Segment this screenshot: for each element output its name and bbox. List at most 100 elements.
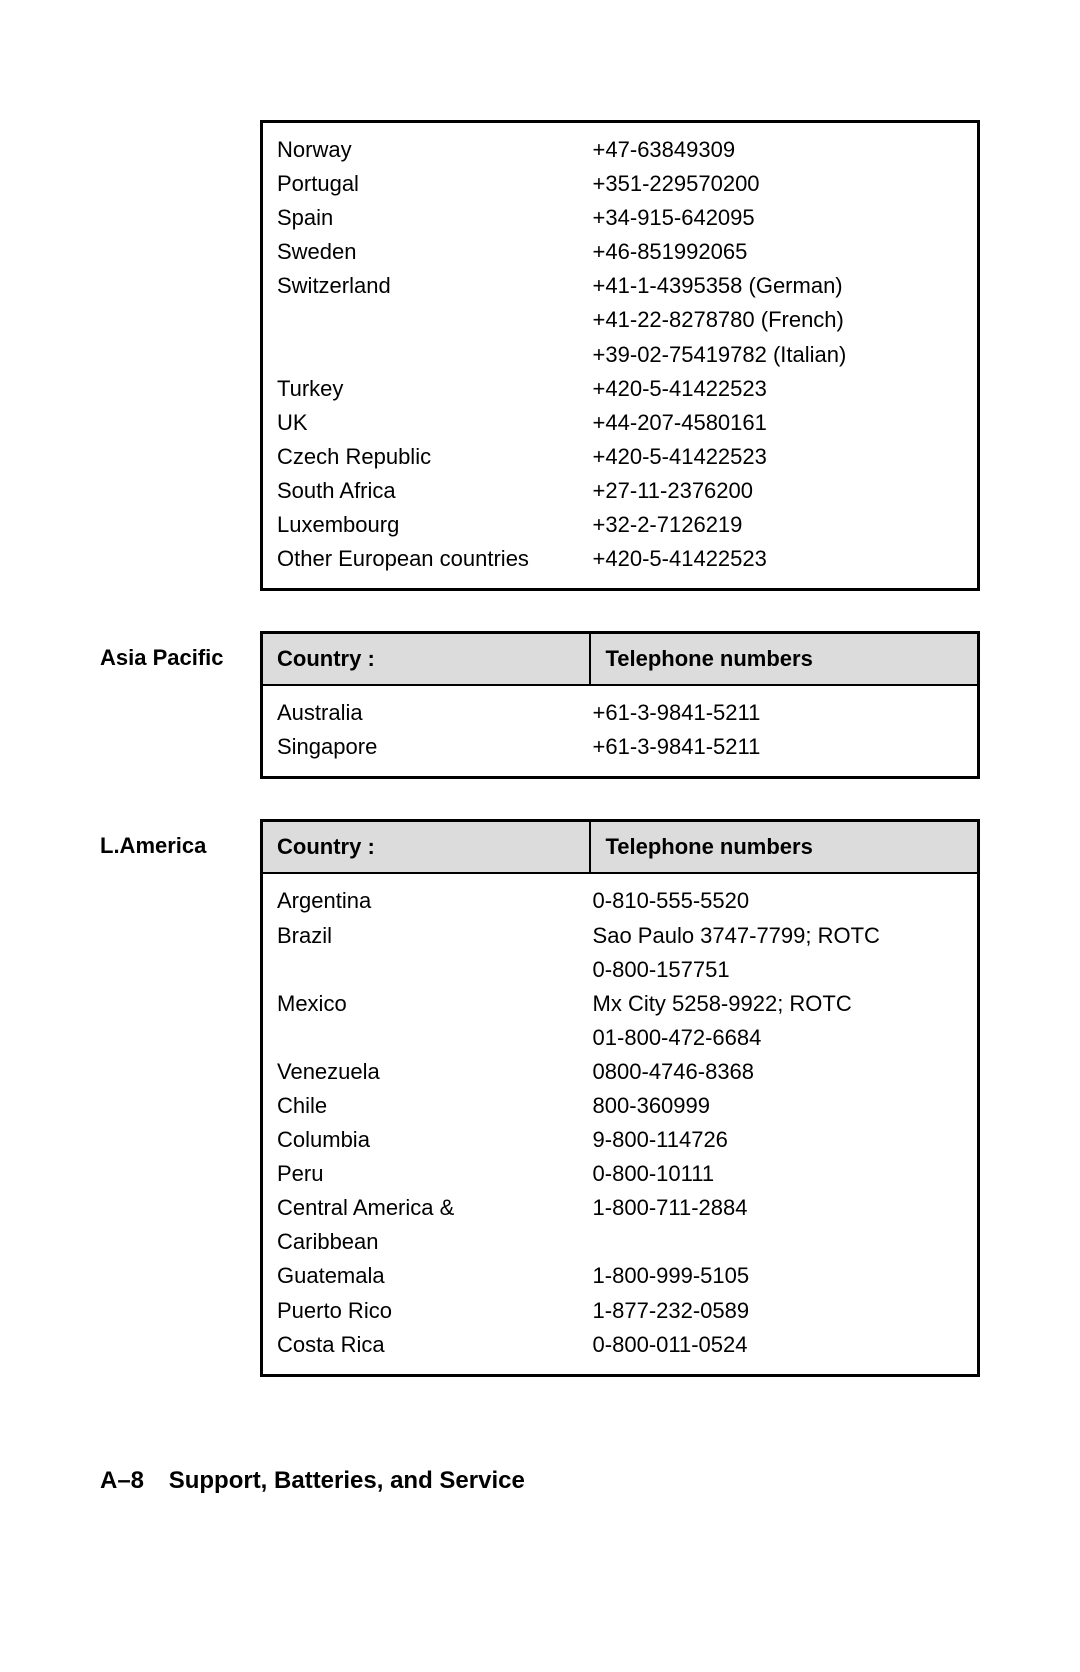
table-header-row: Country : Telephone numbers	[263, 634, 977, 686]
cell-country: Caribbean	[277, 1225, 593, 1259]
page-number: A–8	[100, 1467, 144, 1494]
section-lamerica: L.America Country : Telephone numbers Ar…	[100, 819, 980, 1376]
table-row: Singapore+61-3-9841-5211	[277, 730, 963, 764]
cell-country: Singapore	[277, 730, 593, 764]
cell-phone: +34-915-642095	[593, 201, 963, 235]
cell-country: Costa Rica	[277, 1328, 593, 1362]
cell-country	[277, 338, 593, 372]
table-europe-cont: Norway+47-63849309Portugal+351-229570200…	[260, 120, 980, 591]
cell-phone: +420-5-41422523	[593, 372, 963, 406]
cell-phone: +351-229570200	[593, 167, 963, 201]
cell-phone: +39-02-75419782 (Italian)	[593, 338, 963, 372]
table-lamerica: Country : Telephone numbers Argentina0-8…	[260, 819, 980, 1376]
cell-phone: +61-3-9841-5211	[593, 730, 963, 764]
cell-country: Other European countries	[277, 542, 593, 576]
table-row: Luxembourg+32-2-7126219	[277, 508, 963, 542]
document-page: Norway+47-63849309Portugal+351-229570200…	[0, 0, 1080, 1555]
cell-country: Argentina	[277, 884, 593, 918]
table-row: UK+44-207-4580161	[277, 406, 963, 440]
cell-country	[277, 303, 593, 337]
cell-country: Australia	[277, 696, 593, 730]
cell-country: Central America &	[277, 1191, 593, 1225]
cell-country: Luxembourg	[277, 508, 593, 542]
cell-phone: 0-800-011-0524	[593, 1328, 963, 1362]
cell-phone: 1-800-711-2884	[593, 1191, 963, 1225]
table-row: BrazilSao Paulo 3747-7799; ROTC	[277, 919, 963, 953]
cell-phone: 1-800-999-5105	[593, 1259, 963, 1293]
table-row: Central America &1-800-711-2884	[277, 1191, 963, 1225]
cell-country: Puerto Rico	[277, 1294, 593, 1328]
cell-phone: 01-800-472-6684	[593, 1021, 963, 1055]
cell-phone: Sao Paulo 3747-7799; ROTC	[593, 919, 963, 953]
cell-phone: 0-810-555-5520	[593, 884, 963, 918]
cell-phone: 9-800-114726	[593, 1123, 963, 1157]
section-europe-cont: Norway+47-63849309Portugal+351-229570200…	[100, 120, 980, 591]
table-row: 0-800-157751	[277, 953, 963, 987]
cell-country: Mexico	[277, 987, 593, 1021]
cell-country: UK	[277, 406, 593, 440]
footer-title: Support, Batteries, and Service	[169, 1467, 525, 1494]
table-asia-pacific: Country : Telephone numbers Australia+61…	[260, 631, 980, 779]
table-row: Venezuela0800-4746-8368	[277, 1055, 963, 1089]
table-row: Puerto Rico1-877-232-0589	[277, 1294, 963, 1328]
table-row: Turkey+420-5-41422523	[277, 372, 963, 406]
cell-phone: 0-800-157751	[593, 953, 963, 987]
cell-country: Sweden	[277, 235, 593, 269]
cell-country: South Africa	[277, 474, 593, 508]
cell-country: Portugal	[277, 167, 593, 201]
cell-phone: 0800-4746-8368	[593, 1055, 963, 1089]
table-row: Other European countries+420-5-41422523	[277, 542, 963, 576]
cell-country	[277, 953, 593, 987]
table-row: Columbia9-800-114726	[277, 1123, 963, 1157]
cell-country: Turkey	[277, 372, 593, 406]
table-row: Peru0-800-10111	[277, 1157, 963, 1191]
table-row: Norway+47-63849309	[277, 133, 963, 167]
cell-phone: +44-207-4580161	[593, 406, 963, 440]
table-row: Czech Republic+420-5-41422523	[277, 440, 963, 474]
cell-country: Peru	[277, 1157, 593, 1191]
cell-phone: +61-3-9841-5211	[593, 696, 963, 730]
table-row: MexicoMx City 5258-9922; ROTC	[277, 987, 963, 1021]
cell-phone: +46-851992065	[593, 235, 963, 269]
cell-phone: +32-2-7126219	[593, 508, 963, 542]
table-row: Sweden+46-851992065	[277, 235, 963, 269]
table-row: +39-02-75419782 (Italian)	[277, 338, 963, 372]
cell-phone: 800-360999	[593, 1089, 963, 1123]
region-label-lamerica: L.America	[100, 819, 260, 859]
table-row: Argentina0-810-555-5520	[277, 884, 963, 918]
table-row: Chile800-360999	[277, 1089, 963, 1123]
cell-phone: +27-11-2376200	[593, 474, 963, 508]
cell-country: Chile	[277, 1089, 593, 1123]
section-asia-pacific: Asia Pacific Country : Telephone numbers…	[100, 631, 980, 779]
table-row: Spain+34-915-642095	[277, 201, 963, 235]
header-country: Country :	[263, 634, 591, 684]
cell-country: Columbia	[277, 1123, 593, 1157]
cell-phone: +420-5-41422523	[593, 542, 963, 576]
cell-country: Czech Republic	[277, 440, 593, 474]
table-row: 01-800-472-6684	[277, 1021, 963, 1055]
cell-country: Spain	[277, 201, 593, 235]
header-country: Country :	[263, 822, 591, 872]
header-phone: Telephone numbers	[591, 822, 977, 872]
cell-phone: Mx City 5258-9922; ROTC	[593, 987, 963, 1021]
header-phone: Telephone numbers	[591, 634, 977, 684]
cell-phone: +420-5-41422523	[593, 440, 963, 474]
table-row: Caribbean	[277, 1225, 963, 1259]
region-label-empty	[100, 120, 260, 134]
table-header-row: Country : Telephone numbers	[263, 822, 977, 874]
cell-phone: +47-63849309	[593, 133, 963, 167]
cell-country: Brazil	[277, 919, 593, 953]
table-row: Portugal+351-229570200	[277, 167, 963, 201]
table-row: Australia+61-3-9841-5211	[277, 696, 963, 730]
region-label-asia: Asia Pacific	[100, 631, 260, 671]
table-row: Guatemala1-800-999-5105	[277, 1259, 963, 1293]
cell-phone: +41-1-4395358 (German)	[593, 269, 963, 303]
cell-country: Norway	[277, 133, 593, 167]
page-footer: A–8 Support, Batteries, and Service	[100, 1467, 980, 1495]
cell-phone: 0-800-10111	[593, 1157, 963, 1191]
cell-country: Venezuela	[277, 1055, 593, 1089]
table-row: +41-22-8278780 (French)	[277, 303, 963, 337]
table-row: Costa Rica0-800-011-0524	[277, 1328, 963, 1362]
table-row: South Africa+27-11-2376200	[277, 474, 963, 508]
cell-country: Switzerland	[277, 269, 593, 303]
